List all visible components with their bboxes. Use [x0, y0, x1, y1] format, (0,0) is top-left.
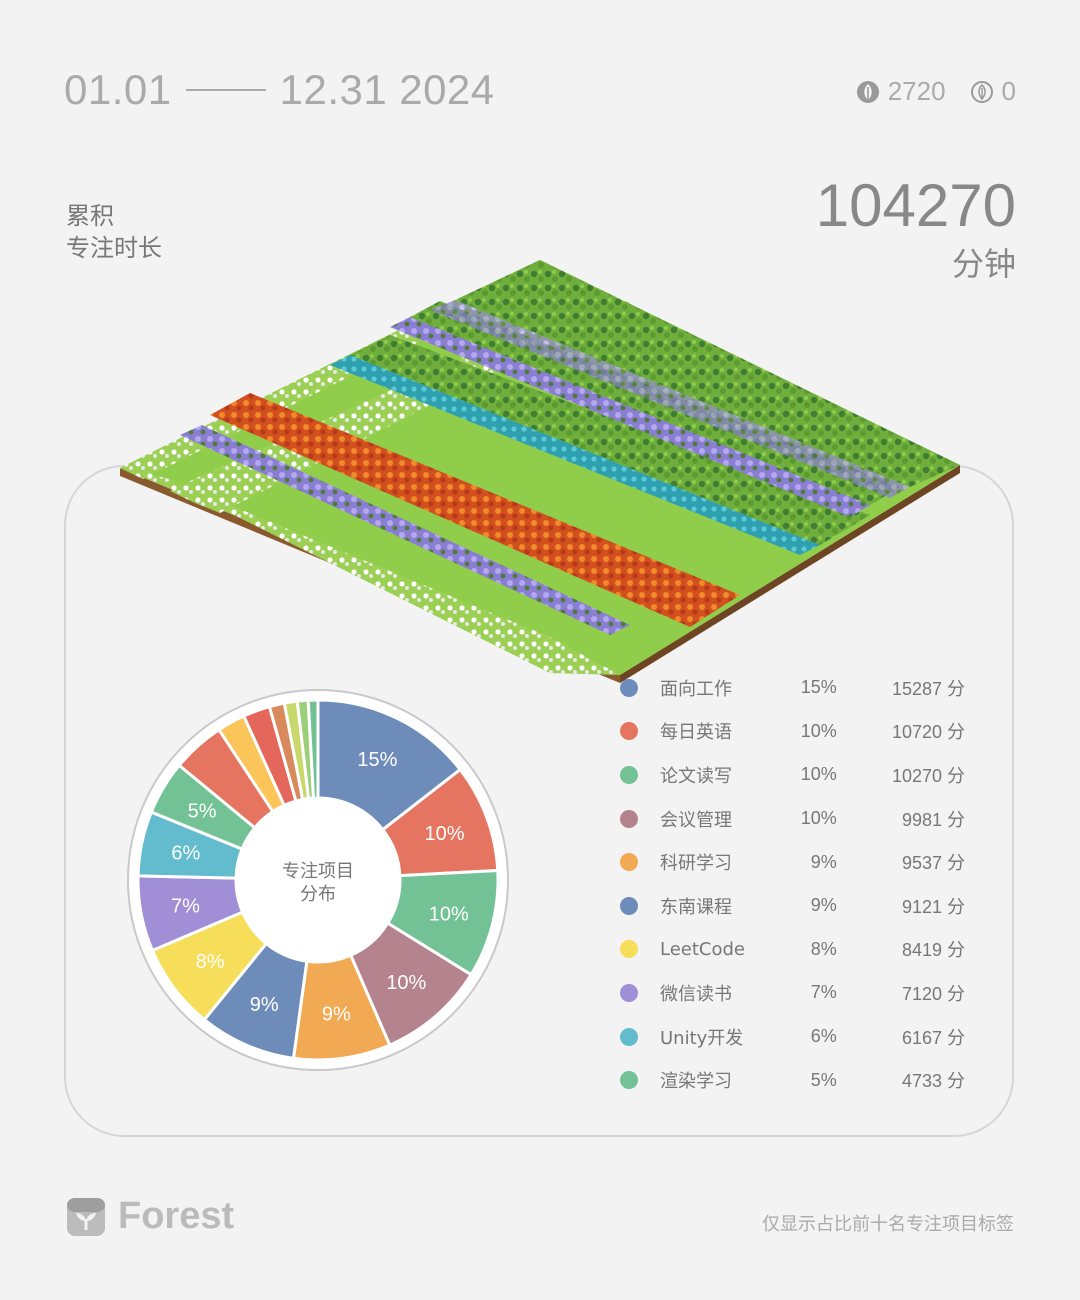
pie-center-line1: 专注项目	[282, 861, 354, 882]
legend-percent: 6%	[810, 1026, 837, 1047]
footnote: 仅显示占比前十名专注项目标签	[762, 1214, 1014, 1235]
brand-name: Forest	[118, 1195, 235, 1237]
legend-minutes: 10720 分	[891, 722, 965, 743]
date-year: 2024	[399, 66, 495, 113]
legend-project-name: 面向工作	[660, 678, 732, 700]
legend-minutes: 7120 分	[901, 983, 965, 1004]
legend-minutes: 6167 分	[901, 1027, 965, 1048]
pie-center-label: 专注项目 分布	[258, 860, 378, 906]
total-label-line2: 专注时长	[66, 234, 162, 262]
date-separator	[185, 89, 266, 91]
pie-center-line2: 分布	[300, 884, 336, 905]
tree-counters: 2720 0	[832, 76, 1016, 107]
date-start: 01.01	[64, 66, 172, 113]
date-end: 12.31	[279, 66, 388, 113]
legend-project-name: LeetCode	[660, 938, 745, 960]
pie-slice-label: 6%	[171, 843, 200, 865]
pie-center-hole	[237, 799, 399, 961]
total-label-line1: 累积	[66, 202, 114, 230]
pie-slice-label: 10%	[424, 823, 464, 845]
legend-percent: 10%	[800, 720, 837, 741]
legend-color-dot	[620, 853, 638, 872]
pie-slice	[306, 698, 320, 800]
total-minutes: 104270	[815, 172, 1016, 239]
legend-color-dot	[620, 1027, 638, 1046]
legend-minutes: 9121 分	[901, 896, 965, 917]
legend-row: 科研学习 9% 9537 分	[620, 840, 965, 884]
legend-project-name: 东南课程	[660, 896, 732, 918]
legend-percent: 10%	[800, 764, 837, 785]
forest-logo: Forest	[66, 1195, 234, 1238]
pie-slice-label: 8%	[196, 951, 225, 973]
forest-illustration	[120, 260, 960, 683]
legend-color-dot	[620, 983, 638, 1002]
legend-project-name: 会议管理	[660, 809, 732, 831]
legend-color-dot	[620, 1071, 638, 1090]
trees-count: 2720	[887, 76, 946, 106]
legend-minutes: 8419 分	[901, 940, 965, 961]
forest-logo-icon	[67, 1197, 105, 1236]
legend-percent: 8%	[810, 938, 837, 959]
legend-project-name: Unity开发	[660, 1027, 744, 1049]
pie-legend: 面向工作 15% 15287 分每日英语 10% 10720 分论文读写 10% 10270…	[620, 666, 965, 1102]
legend-minutes: 9981 分	[901, 809, 965, 830]
pie-slice	[316, 698, 463, 832]
legend-color-dot	[620, 765, 638, 784]
legend-percent: 9%	[810, 895, 837, 916]
legend-project-name: 微信读书	[660, 983, 732, 1005]
total-focus-label: 累积 专注时长	[66, 200, 162, 264]
legend-project-name: 论文读写	[660, 765, 732, 787]
legend-row: 每日英语 10% 10720 分	[620, 710, 965, 754]
dead-trees-counter: 0	[970, 76, 1016, 107]
legend-color-dot	[620, 809, 638, 828]
pie-slice-label: 10%	[386, 972, 426, 994]
legend-minutes: 9537 分	[901, 853, 965, 874]
legend-minutes: 4733 分	[901, 1071, 965, 1092]
pie-chart: 15% 10% 10% 10% 9% 9% 8% 7% 6% 5%	[127, 689, 509, 1071]
legend-row: 会议管理 10% 9981 分	[620, 797, 965, 841]
legend-percent: 9%	[810, 851, 837, 872]
legend-row: 渲染学习 5% 4733 分	[620, 1058, 965, 1102]
legend-project-name: 每日英语	[660, 722, 732, 744]
pie-slice-label: 10%	[429, 903, 469, 925]
legend-project-name: 科研学习	[660, 853, 732, 875]
legend-color-dot	[620, 722, 638, 741]
legend-color-dot	[620, 896, 638, 915]
legend-project-name: 渲染学习	[660, 1071, 732, 1093]
legend-row: Unity开发 6% 6167 分	[620, 1015, 965, 1059]
total-unit: 分钟	[951, 246, 1016, 282]
date-range: 01.01 12.31 2024	[64, 66, 495, 114]
tree-icon	[856, 80, 879, 103]
legend-color-dot	[620, 678, 638, 697]
pie-slice-label: 5%	[188, 801, 217, 823]
pie-slice-label: 9%	[250, 994, 279, 1016]
legend-color-dot	[620, 940, 638, 959]
dead-count: 0	[1001, 76, 1016, 106]
legend-percent: 15%	[800, 677, 837, 698]
dead-tree-icon	[970, 80, 993, 103]
project-distribution-pie: 15% 10% 10% 10% 9% 9% 8% 7% 6% 5% 专注项目 分布	[118, 680, 518, 1080]
pie-slice-label: 7%	[171, 895, 200, 917]
legend-minutes: 15287 分	[891, 678, 965, 699]
legend-percent: 10%	[800, 808, 837, 829]
legend-row: 东南课程 9% 9121 分	[620, 884, 965, 928]
legend-row: 微信读书 7% 7120 分	[620, 971, 965, 1015]
legend-minutes: 10270 分	[891, 765, 965, 786]
trees-counter: 2720	[856, 76, 946, 107]
legend-percent: 7%	[810, 982, 837, 1003]
legend-row: 面向工作 15% 15287 分	[620, 666, 965, 710]
total-focus-value: 104270 分钟	[816, 170, 1016, 286]
pie-slice-label: 9%	[322, 1004, 351, 1026]
legend-row: 论文读写 10% 10270 分	[620, 753, 965, 797]
legend-row: LeetCode 8% 8419 分	[620, 928, 965, 972]
legend-percent: 5%	[810, 1069, 837, 1090]
pie-slice-label: 15%	[357, 749, 397, 771]
